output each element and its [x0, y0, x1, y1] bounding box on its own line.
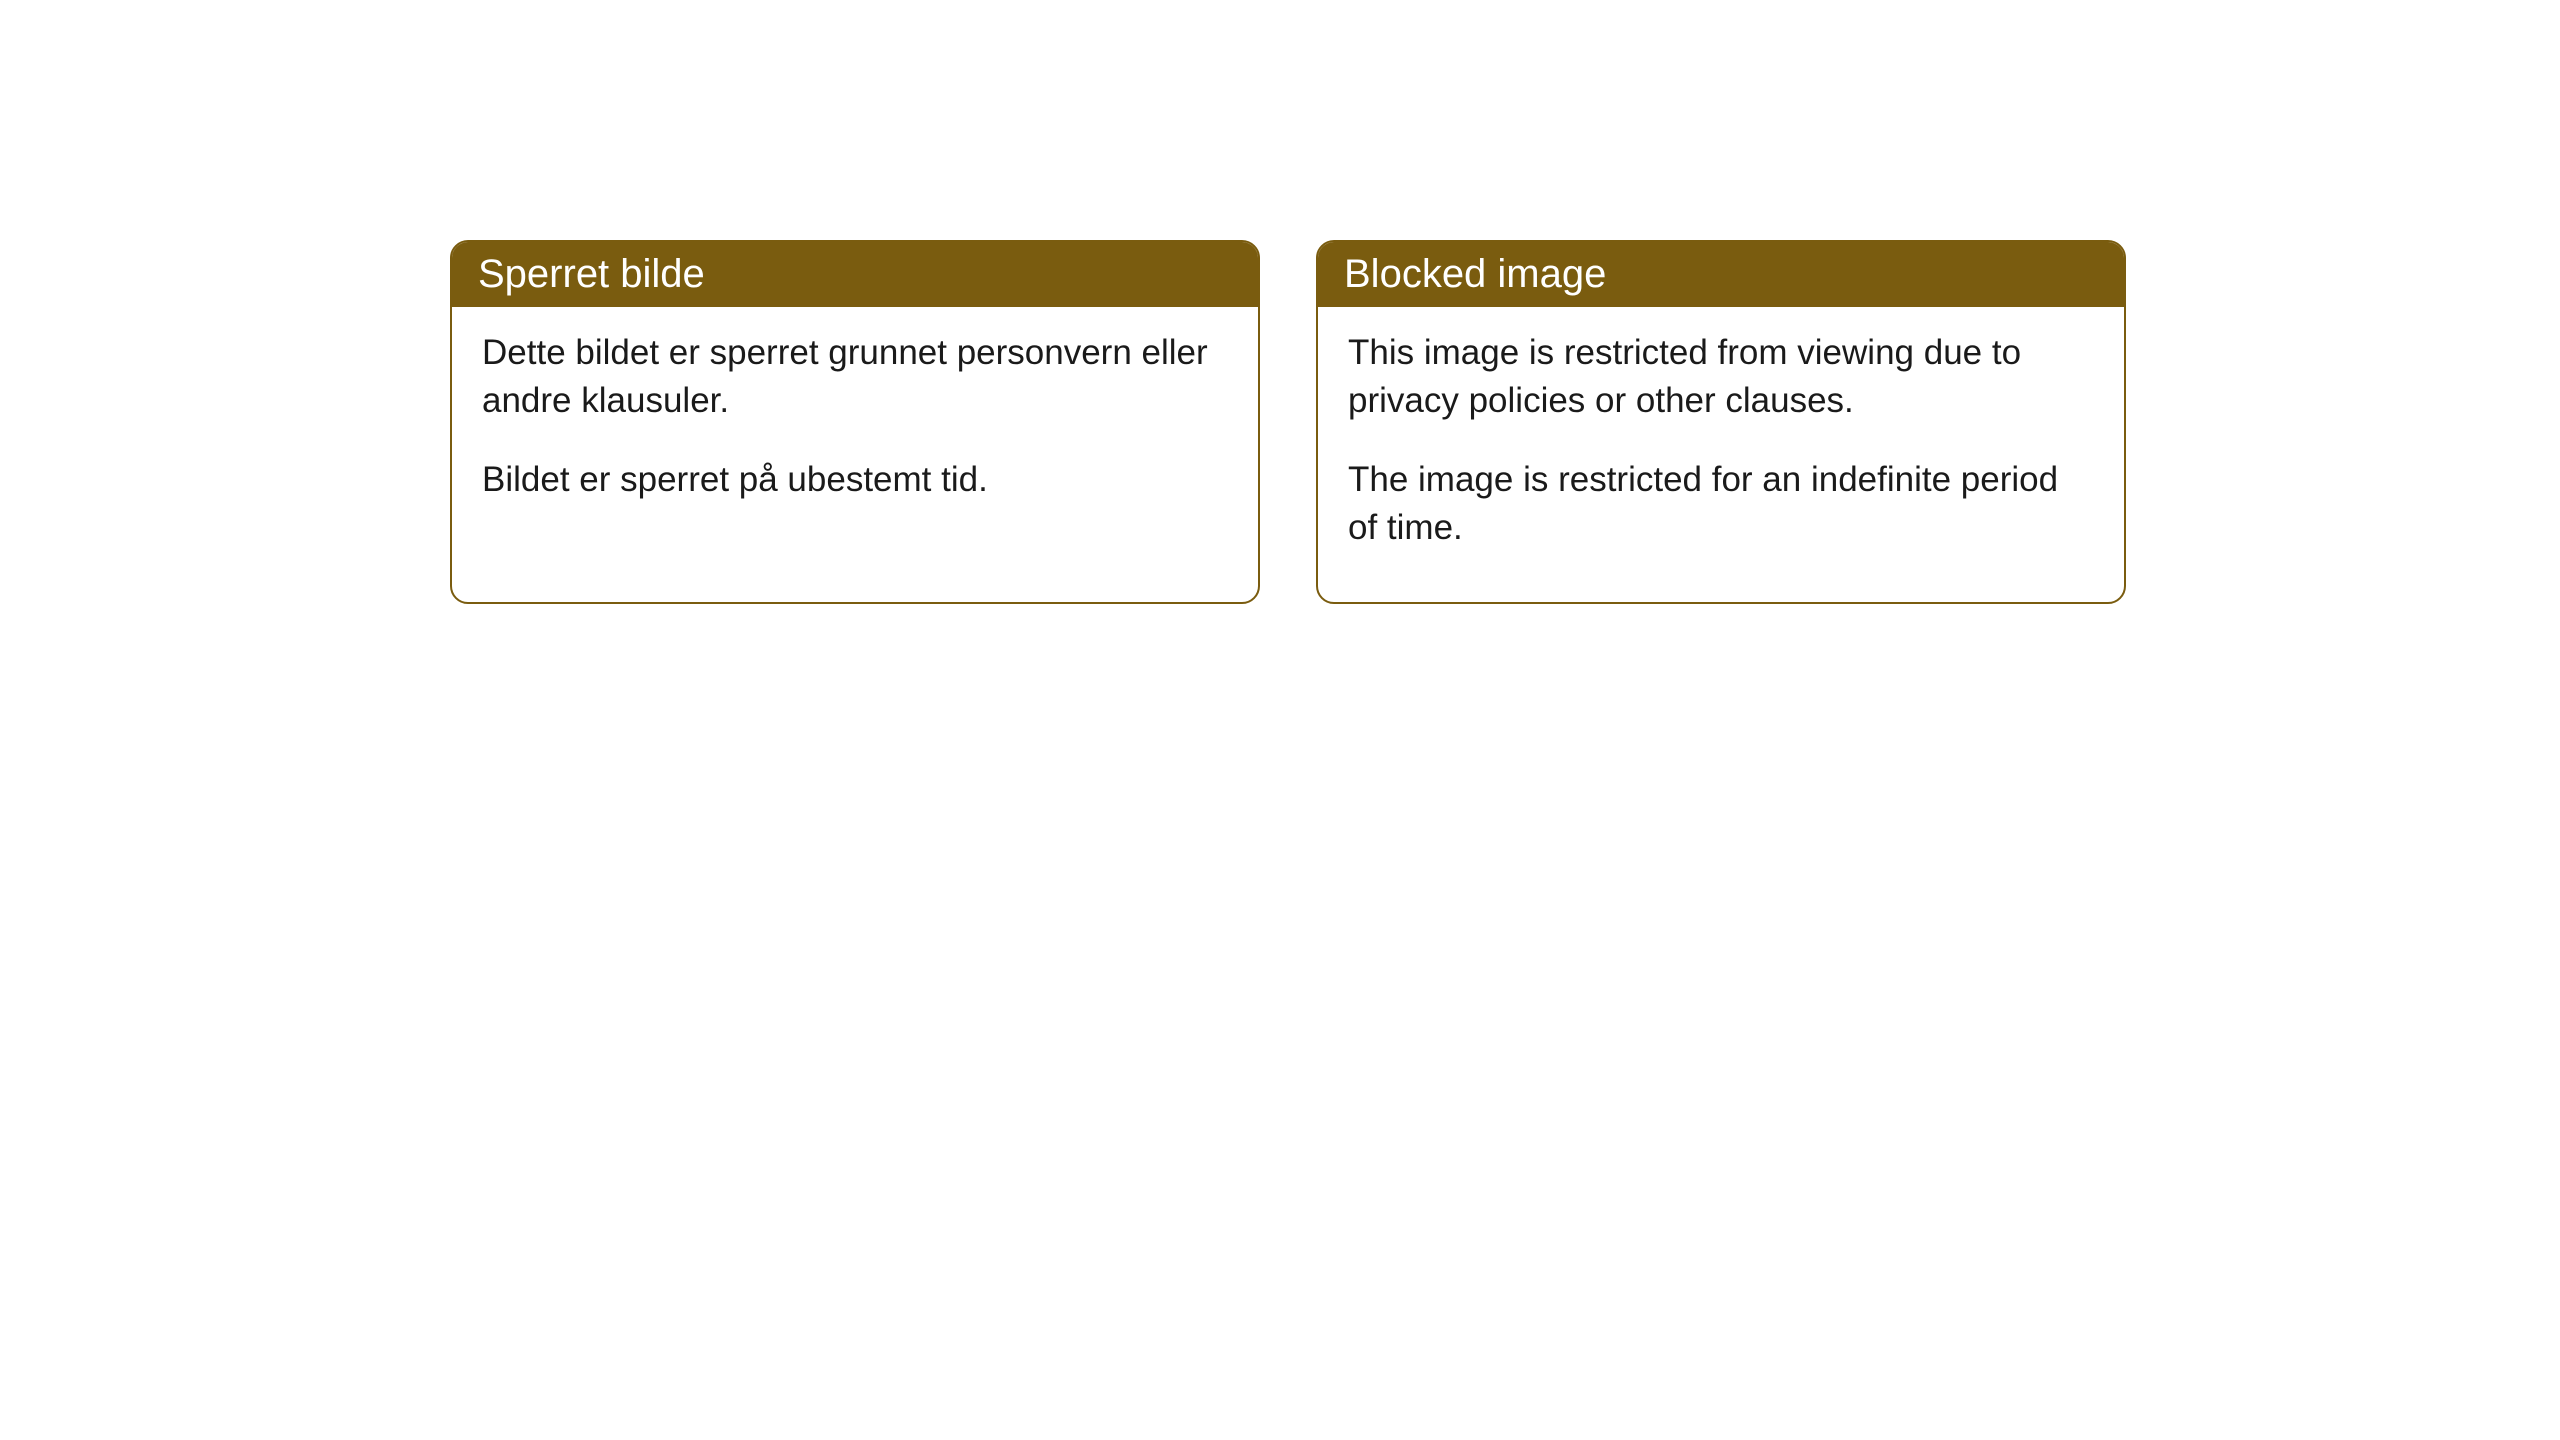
card-paragraph: Dette bildet er sperret grunnet personve… [482, 329, 1228, 426]
card-header: Blocked image [1318, 242, 2124, 307]
card-paragraph: Bildet er sperret på ubestemt tid. [482, 456, 1228, 504]
card-title: Blocked image [1344, 252, 1606, 296]
card-body: This image is restricted from viewing du… [1318, 307, 2124, 602]
card-paragraph: This image is restricted from viewing du… [1348, 329, 2094, 426]
card-header: Sperret bilde [452, 242, 1258, 307]
card-title: Sperret bilde [478, 252, 705, 296]
blocked-image-card-norwegian: Sperret bilde Dette bildet er sperret gr… [450, 240, 1260, 604]
blocked-image-card-english: Blocked image This image is restricted f… [1316, 240, 2126, 604]
notice-cards-container: Sperret bilde Dette bildet er sperret gr… [450, 240, 2126, 604]
card-body: Dette bildet er sperret grunnet personve… [452, 307, 1258, 554]
card-paragraph: The image is restricted for an indefinit… [1348, 456, 2094, 553]
